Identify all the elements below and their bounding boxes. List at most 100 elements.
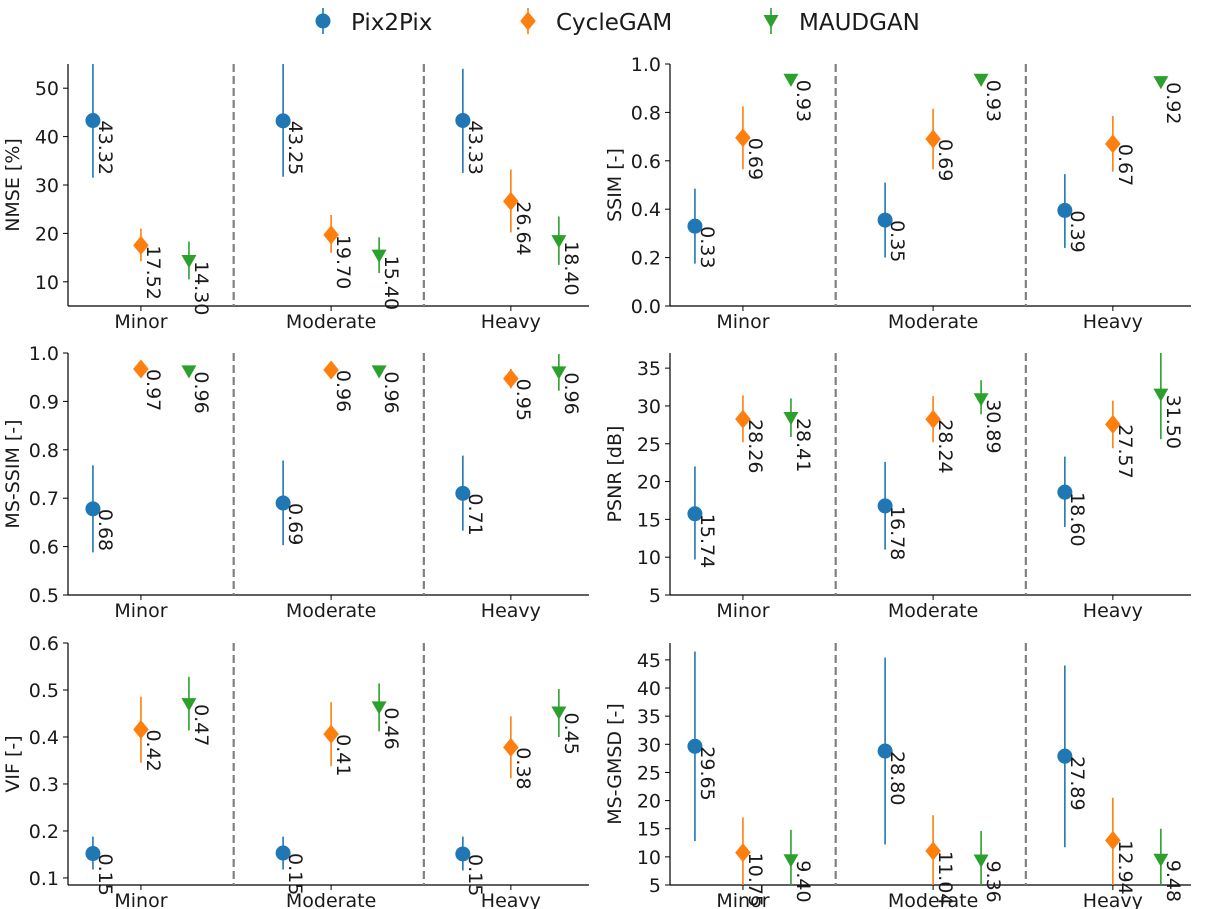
y-tick-label: 35 [637,358,661,380]
x-tick-label: Minor [716,890,769,909]
legend-marker-circle [315,13,331,29]
y-tick-label: 0.9 [29,391,59,413]
y-tick-label: 35 [637,706,661,728]
x-tick-label: Heavy [481,600,541,622]
y-axis-label: VIF [-] [2,735,24,792]
data-label-maudgan: 0.92 [1162,82,1184,124]
data-point-maudgan [371,365,387,379]
legend-label: Pix2Pix [351,10,432,36]
data-point-cyclegam [503,369,519,389]
data-label-cyclegam: 12.94 [1114,840,1136,894]
y-axis-label: MS-SSIM [-] [2,419,24,528]
legend-marker-triangle-down [763,15,779,29]
data-label-maudgan: 9.36 [982,860,1004,902]
x-tick-label: Moderate [286,600,376,622]
x-tick-label: Moderate [888,600,978,622]
legend-item-maudgan: MAUDGAN [763,8,920,36]
data-point-cyclegam [503,737,519,757]
data-point-maudgan [371,701,387,715]
data-point-pix2pix [275,845,291,861]
data-point-maudgan [783,854,799,868]
y-tick-label: 20 [637,791,661,813]
y-tick-label: 0.6 [631,151,661,173]
chart-panels: 10 20 30 40 50 Minor Moderate Heavy NMSE [%] 43.3… [2,54,1191,909]
data-point-pix2pix [877,498,893,514]
data-point-maudgan [551,235,567,249]
y-tick-label: 1.0 [631,54,661,76]
data-point-cyclegam [323,225,339,245]
legend-label: MAUDGAN [799,10,920,36]
data-label-cyclegam: 28.24 [934,419,956,473]
data-point-cyclegam [925,409,941,429]
data-label-maudgan: 0.46 [380,707,402,749]
y-tick-label: 5 [649,585,661,607]
y-tick-label: 30 [637,396,661,418]
y-tick-label: 0.4 [631,199,661,221]
data-label-cyclegam: 10.75 [744,853,766,907]
data-label-maudgan: 0.96 [190,371,212,413]
data-label-pix2pix: 0.68 [94,509,116,551]
data-label-pix2pix: 0.39 [1066,210,1088,252]
y-tick-label: 0.5 [29,680,59,702]
data-label-pix2pix: 29.65 [696,746,718,800]
panel-ms-gmsd: 5 10 15 20 25 30 35 40 45 Minor Moderate Heavy MS-GM… [604,643,1191,909]
data-point-cyclegam [925,129,941,149]
data-point-maudgan [973,393,989,407]
y-tick-label: 5 [649,875,661,897]
data-label-maudgan: 15.40 [380,256,402,310]
y-axis-label: SSIM [-] [604,148,626,222]
data-label-maudgan: 18.40 [560,241,582,295]
data-point-maudgan [181,254,197,269]
y-tick-label: 0.0 [631,296,661,318]
data-point-maudgan [973,73,989,87]
y-tick-label: 0.5 [29,585,59,607]
data-point-cyclegam [323,360,339,380]
data-point-pix2pix [275,113,291,129]
panel-ms-ssim: 0.5 0.6 0.7 0.8 0.9 1.0 Minor Moderate Heavy MS-S… [2,343,589,622]
data-label-cyclegam: 11.04 [934,851,956,905]
y-tick-label: 0.8 [631,102,661,124]
y-tick-label: 25 [637,434,661,456]
y-tick-label: 0.4 [29,727,59,749]
data-point-maudgan [783,411,799,426]
y-tick-label: 10 [35,272,59,294]
data-point-cyclegam [735,843,751,863]
data-point-cyclegam [735,128,751,148]
legend-item-cyclegam: CycleGAM [520,8,672,36]
data-point-pix2pix [1057,748,1073,764]
data-label-maudgan: 0.93 [792,80,814,122]
data-label-maudgan: 31.50 [1162,395,1184,449]
y-axis-label: NMSE [%] [2,138,24,232]
data-label-cyclegam: 17.52 [142,245,164,299]
x-tick-label: Minor [716,600,769,622]
data-label-pix2pix: 15.74 [696,514,718,568]
data-label-pix2pix: 0.71 [464,493,486,535]
panel-nmse: 10 20 30 40 50 Minor Moderate Heavy NMSE [%] 43.3… [2,64,589,333]
data-label-cyclegam: 0.95 [512,379,534,421]
data-point-cyclegam [1105,830,1121,850]
data-label-cyclegam: 26.64 [512,201,534,255]
data-label-cyclegam: 0.97 [142,369,164,411]
data-point-cyclegam [323,724,339,744]
x-tick-label: Moderate [888,890,978,909]
data-label-cyclegam: 19.70 [332,235,354,289]
data-label-cyclegam: 0.69 [934,139,956,181]
data-label-maudgan: 9.48 [1162,860,1184,902]
x-tick-label: Minor [114,890,167,909]
data-label-maudgan: 0.93 [982,80,1004,122]
data-point-maudgan [973,854,989,868]
y-tick-label: 0.8 [29,440,59,462]
y-tick-label: 50 [35,78,59,100]
x-tick-label: Moderate [286,890,376,909]
data-point-pix2pix [85,846,101,862]
data-point-cyclegam [735,409,751,429]
x-tick-label: Minor [114,311,167,333]
data-point-pix2pix [1057,202,1073,218]
data-point-cyclegam [133,719,149,739]
x-tick-label: Moderate [888,311,978,333]
y-tick-label: 45 [637,650,661,672]
y-tick-label: 0.6 [29,633,59,655]
y-tick-label: 0.1 [29,868,59,890]
y-axis-label: MS-GMSD [-] [604,703,626,825]
